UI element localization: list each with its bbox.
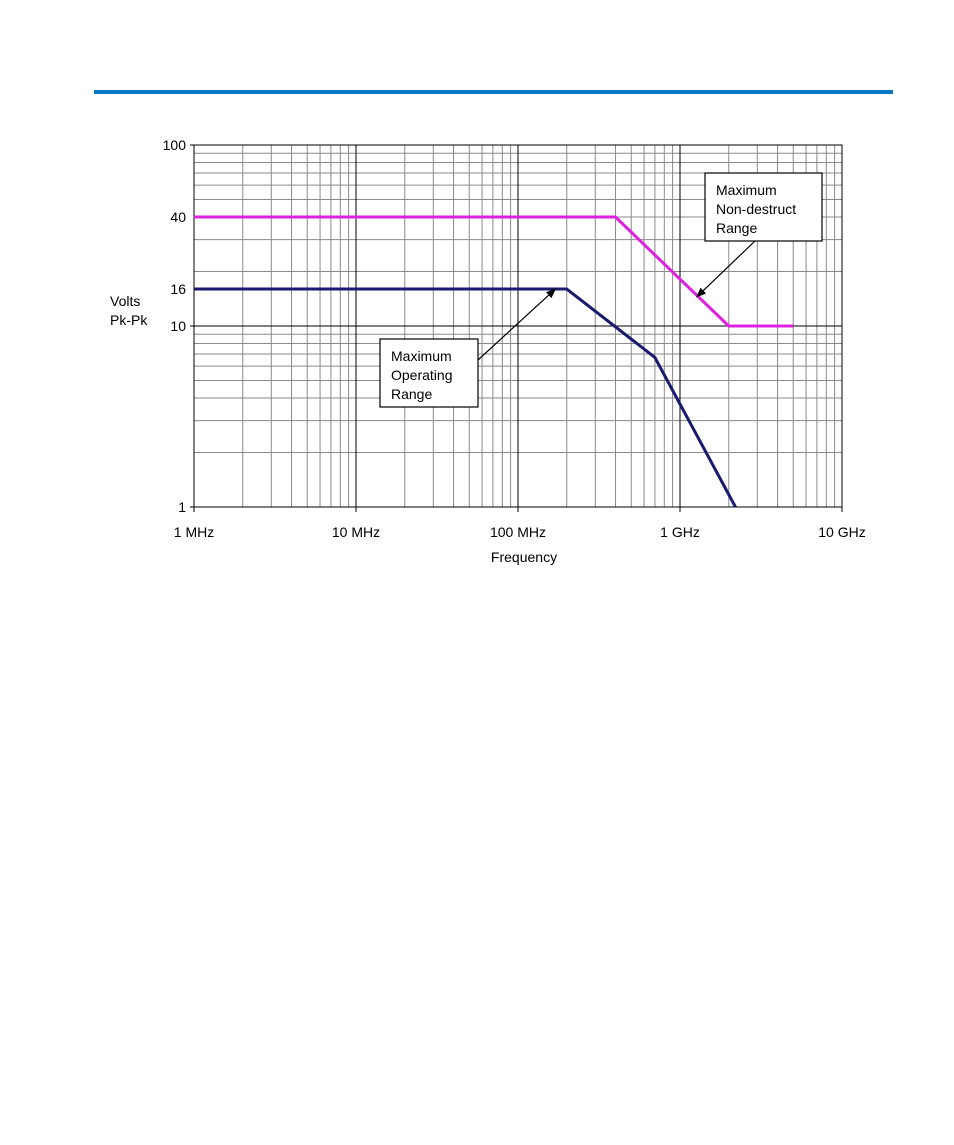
annotation-text-non-destruct-range: Non-destruct [716,201,796,217]
annotation-text-operating-range: Range [391,386,432,402]
y-tick-label: 40 [170,209,186,225]
y-tick-labels: 100 40 16 10 1 [163,137,187,515]
y-tick-label: 10 [170,318,186,334]
x-tick-labels: 1 MHz 10 MHz 100 MHz 1 GHz 10 GHz [174,524,866,540]
annotation-text-non-destruct-range: Range [716,220,757,236]
series-line-operating-range [194,287,737,508]
y-axis-label-line-1: Volts [110,293,140,309]
series-layer [194,215,794,508]
header-rule [94,90,893,94]
y-tick-label: 100 [163,137,187,153]
series-line-non-destruct-range [194,215,794,328]
x-tick-label: 10 MHz [332,524,380,540]
annotation-box-non-destruct-range [704,172,823,242]
annotation-text-non-destruct-range: Maximum [716,182,777,198]
x-tick-label: 100 MHz [490,524,546,540]
annotation-layer: Maximum Operating Range Maximum Non-destruct… [379,172,823,408]
x-axis-label: Frequency [491,549,557,565]
annotation-arrow-non-destruct-range [696,240,756,298]
x-tick-label: 1 GHz [660,524,700,540]
y-tick-label: 16 [170,281,186,297]
x-tick-label: 1 MHz [174,524,214,540]
x-tick-label: 10 GHz [818,524,865,540]
annotation-text-operating-range: Operating [391,367,452,383]
annotation-box-operating-range [379,338,479,408]
annotation-text-operating-range: Maximum [391,348,452,364]
y-axis-label-line-2: Pk-Pk [110,312,148,328]
plot-frame [193,144,843,508]
annotation-arrow-operating-range [477,288,557,361]
y-tick-label: 1 [178,499,186,515]
